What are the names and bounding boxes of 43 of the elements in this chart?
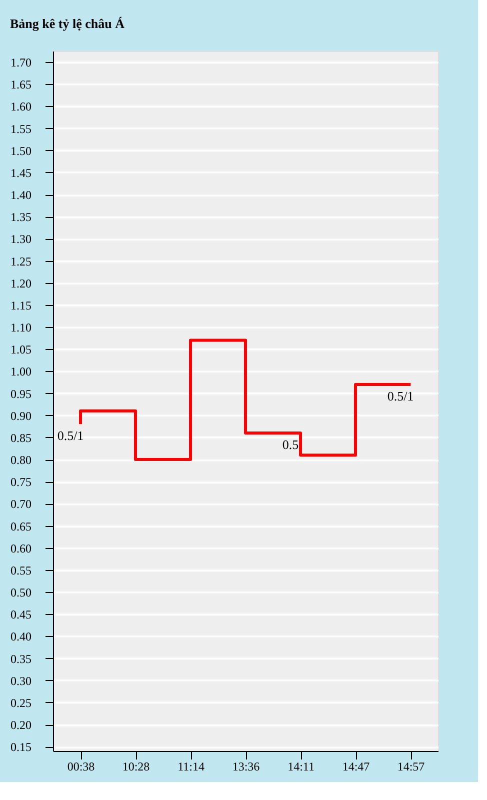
y-tick-label: 0.45 (10, 608, 32, 622)
y-tick-label: 0.40 (10, 630, 32, 644)
x-tick-label: 11:14 (178, 760, 204, 774)
y-tick-label: 1.20 (10, 276, 32, 290)
annotation: 0.5/1 (387, 388, 414, 404)
x-tick-label: 00:38 (67, 760, 95, 774)
y-tick-label: 0.50 (10, 586, 32, 600)
y-tick-label: 0.15 (10, 740, 32, 754)
y-tick-label: 1.25 (10, 254, 32, 268)
y-tick-label: 0.75 (10, 475, 32, 490)
y-tick-label: 1.15 (10, 298, 32, 312)
chart-title: Bảng kê tỷ lệ châu Á (10, 16, 126, 31)
y-tick-label: 0.30 (10, 674, 32, 688)
y-tick-label: 1.55 (10, 122, 32, 136)
y-tick-label: 1.70 (10, 56, 32, 70)
y-tick-label: 0.60 (10, 541, 32, 556)
y-tick-label: 0.55 (10, 563, 32, 578)
y-tick-label: 0.20 (10, 718, 32, 732)
y-tick-label: 1.10 (10, 320, 32, 335)
annotation: 0.5 (282, 437, 299, 452)
y-tick-label: 1.65 (10, 78, 32, 92)
y-tick-label: 1.35 (10, 210, 32, 224)
x-tick-label: 14:11 (288, 760, 314, 774)
y-tick-label: 0.80 (10, 453, 32, 468)
x-tick-label: 14:57 (397, 760, 425, 774)
y-tick-label: 1.45 (10, 166, 32, 180)
y-tick-label: 0.70 (10, 497, 32, 512)
y-tick-label: 1.60 (10, 100, 32, 114)
y-tick-label: 1.50 (10, 144, 32, 158)
y-tick-label: 1.30 (10, 232, 32, 246)
y-tick-label: 1.05 (10, 342, 32, 357)
x-tick-label: 14:47 (342, 760, 370, 774)
y-tick-label: 0.85 (10, 430, 32, 445)
y-tick-label: 0.25 (10, 696, 32, 710)
y-tick-label: 0.95 (10, 386, 32, 401)
x-tick-label: 10:28 (122, 760, 150, 774)
y-tick-label: 0.35 (10, 652, 32, 666)
y-tick-label: 1.40 (10, 188, 32, 202)
x-tick-label: 13:36 (232, 760, 260, 774)
annotation: 0.5/1 (57, 428, 84, 444)
y-tick-label: 0.90 (10, 408, 32, 423)
y-tick-label: 1.00 (10, 364, 32, 379)
y-tick-label: 0.65 (10, 519, 32, 534)
